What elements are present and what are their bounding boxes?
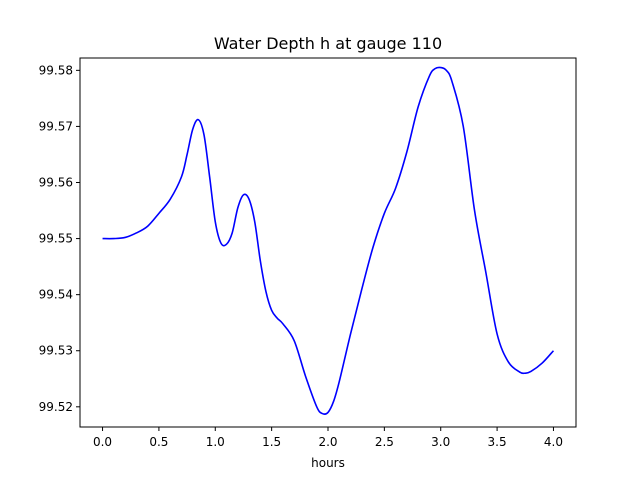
x-tick-label: 3.0 bbox=[431, 435, 450, 449]
y-tick-label: 99.54 bbox=[39, 288, 73, 302]
x-tick-label: 2.5 bbox=[375, 435, 394, 449]
y-tick-label: 99.58 bbox=[39, 63, 73, 77]
plot-frame bbox=[79, 57, 577, 428]
x-tick-label: 4.0 bbox=[544, 435, 563, 449]
y-tick-label: 99.52 bbox=[39, 400, 73, 414]
chart-title: Water Depth h at gauge 110 bbox=[214, 34, 442, 53]
x-tick-label: 1.5 bbox=[262, 435, 281, 449]
x-axis-label: hours bbox=[311, 456, 345, 470]
y-tick-label: 99.55 bbox=[39, 232, 73, 246]
x-tick-label: 0.5 bbox=[149, 435, 168, 449]
y-tick-label: 99.53 bbox=[39, 344, 73, 358]
series-line bbox=[102, 66, 555, 415]
plot-area bbox=[102, 66, 555, 415]
x-tick-label: 0.0 bbox=[93, 435, 112, 449]
y-tick-label: 99.56 bbox=[39, 175, 73, 189]
axis-ticks: 0.0 0.5 1.0 1.5 2.0 2.5 3.0 3.5 4.0 99.52 99.53 99.… bbox=[39, 63, 563, 449]
y-tick-label: 99.57 bbox=[39, 119, 73, 133]
x-tick-label: 2.0 bbox=[318, 435, 337, 449]
x-tick-label: 3.5 bbox=[488, 435, 507, 449]
x-tick-label: 1.0 bbox=[206, 435, 225, 449]
